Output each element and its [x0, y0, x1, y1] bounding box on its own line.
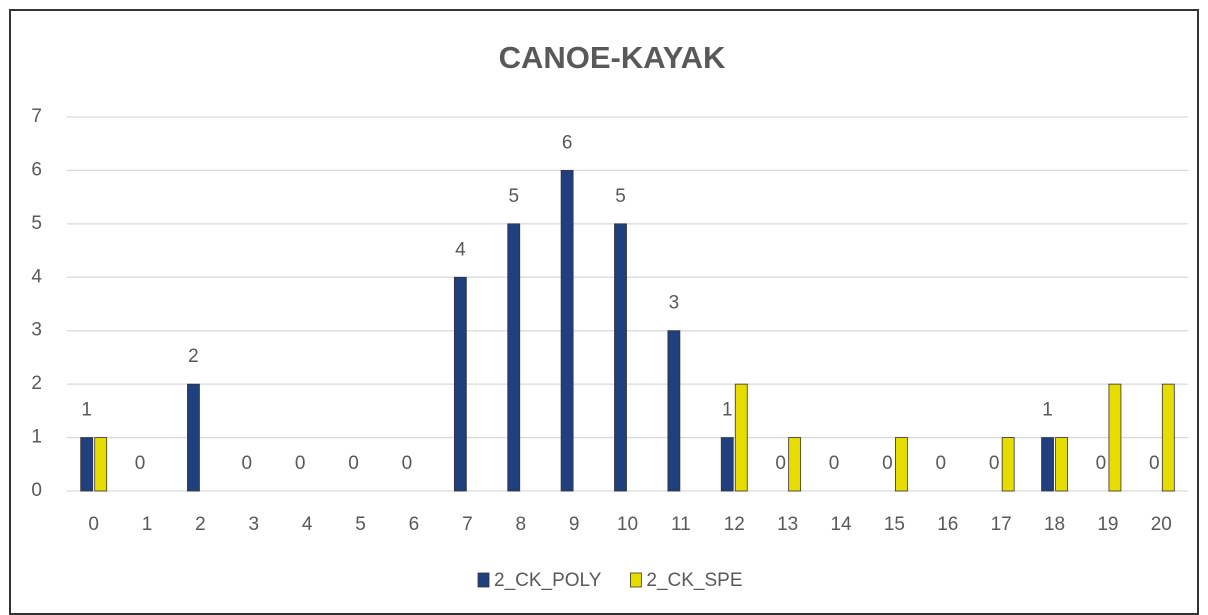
data-label: 1: [1042, 400, 1053, 421]
x-tick-label: 16: [937, 514, 958, 535]
x-tick-label: 15: [884, 514, 905, 535]
chart-title: CANOE-KAYAK: [499, 40, 726, 75]
x-tick-label: 19: [1097, 514, 1118, 535]
legend-label: 2_CK_SPE: [646, 570, 742, 591]
x-tick-label: 13: [777, 514, 798, 535]
legend-label: 2_CK_POLY: [494, 570, 602, 591]
x-tick-label: 12: [724, 514, 745, 535]
bar: [720, 437, 734, 492]
x-tick-label: 7: [462, 514, 473, 535]
data-label: 4: [455, 239, 466, 260]
data-label: 0: [348, 453, 359, 474]
bar: [453, 276, 467, 492]
data-label: 0: [1149, 453, 1160, 474]
data-label: 3: [669, 293, 680, 314]
data-label: 0: [882, 453, 893, 474]
data-label: 1: [81, 400, 92, 421]
x-tick-label: 0: [88, 514, 99, 535]
x-tick-label: 2: [195, 514, 206, 535]
x-tick-label: 3: [249, 514, 260, 535]
x-tick-label: 10: [617, 514, 638, 535]
data-label: 2: [188, 346, 199, 367]
x-tick-label: 11: [671, 514, 691, 535]
bar: [1001, 437, 1015, 492]
data-label: 0: [989, 453, 1000, 474]
x-tick-label: 4: [302, 514, 313, 535]
bar: [560, 170, 574, 492]
y-tick-label: 4: [31, 266, 42, 287]
bar: [1161, 383, 1175, 492]
data-label: 0: [775, 453, 786, 474]
bar: [507, 223, 521, 492]
bar: [614, 223, 627, 492]
y-tick-label: 5: [31, 213, 42, 234]
chart-frame: [9, 9, 1199, 615]
bar: [80, 437, 94, 492]
data-label: 5: [615, 186, 626, 207]
data-label: 0: [402, 453, 413, 474]
bar: [1055, 437, 1068, 492]
legend-swatch: [477, 572, 490, 588]
x-tick-label: 8: [515, 514, 526, 535]
bar: [667, 330, 681, 492]
data-label: 0: [135, 453, 146, 474]
data-label: 1: [722, 400, 733, 421]
y-tick-label: 0: [31, 480, 42, 501]
bar: [94, 437, 108, 492]
bar: [1108, 383, 1122, 492]
y-tick-label: 6: [31, 159, 42, 180]
bar: [187, 383, 200, 492]
bar: [895, 437, 908, 492]
x-tick-label: 18: [1044, 514, 1065, 535]
data-label: 0: [829, 453, 840, 474]
data-label: 5: [508, 186, 519, 207]
x-tick-label: 17: [991, 514, 1012, 535]
y-tick-label: 7: [31, 106, 42, 127]
x-tick-label: 6: [409, 514, 420, 535]
bar: [1041, 437, 1054, 492]
y-tick-label: 2: [31, 373, 42, 394]
data-label: 0: [295, 453, 306, 474]
bar: [734, 383, 748, 492]
y-tick-label: 1: [31, 427, 42, 448]
y-tick-label: 3: [31, 320, 42, 341]
legend-swatch: [629, 572, 642, 588]
data-label: 6: [562, 132, 573, 153]
data-label: 0: [1096, 453, 1107, 474]
x-tick-label: 9: [569, 514, 580, 535]
x-tick-label: 20: [1151, 514, 1172, 535]
x-tick-label: 5: [355, 514, 366, 535]
data-label: 0: [242, 453, 253, 474]
bar: [788, 437, 802, 492]
x-tick-label: 14: [830, 514, 852, 535]
data-label: 0: [935, 453, 946, 474]
x-tick-label: 1: [142, 514, 153, 535]
